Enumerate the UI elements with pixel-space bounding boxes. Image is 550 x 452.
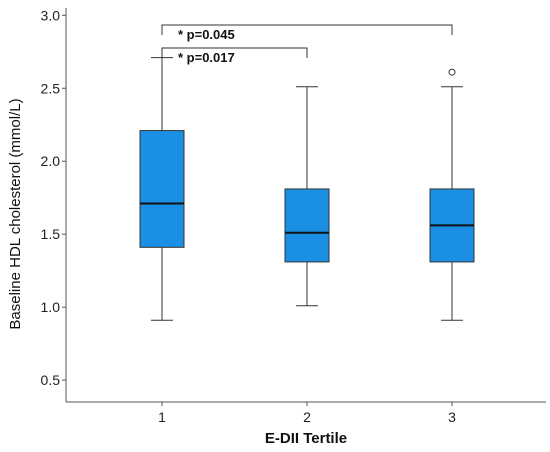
bracket-line [161, 47, 308, 58]
y-axis-title: Baseline HDL cholesterol (mmol/L) [7, 98, 24, 329]
y-tick-label: 2.0 [41, 153, 61, 169]
box-2 [284, 86, 330, 307]
significance-bracket: * p=0.045 [161, 24, 453, 42]
p-value-label: * p=0.045 [178, 27, 235, 42]
axes: 0.5 1.0 1.5 2.0 2.5 3.0 1 2 3 [41, 7, 546, 425]
x-tick-label: 3 [448, 409, 456, 425]
y-tick-label: 1.0 [41, 299, 61, 315]
y-tick-label: 2.5 [41, 80, 61, 96]
y-tick-label: 3.0 [41, 7, 61, 23]
p-value-label: * p=0.017 [178, 50, 235, 65]
x-tick-label: 2 [303, 409, 311, 425]
y-tick-label: 1.5 [41, 226, 61, 242]
box-3 [429, 68, 475, 321]
significance-brackets: * p=0.045 * p=0.017 [161, 24, 453, 65]
box-1 [139, 57, 185, 321]
y-tick-label: 0.5 [41, 372, 61, 388]
significance-bracket: * p=0.017 [161, 47, 308, 65]
bracket-line [161, 24, 453, 35]
outlier-point [448, 68, 456, 76]
iqr-box [284, 188, 330, 263]
iqr-box [139, 130, 185, 248]
box-series [139, 57, 475, 321]
x-axis-title: E-DII Tertile [265, 430, 347, 447]
x-tick-label: 1 [158, 409, 166, 425]
